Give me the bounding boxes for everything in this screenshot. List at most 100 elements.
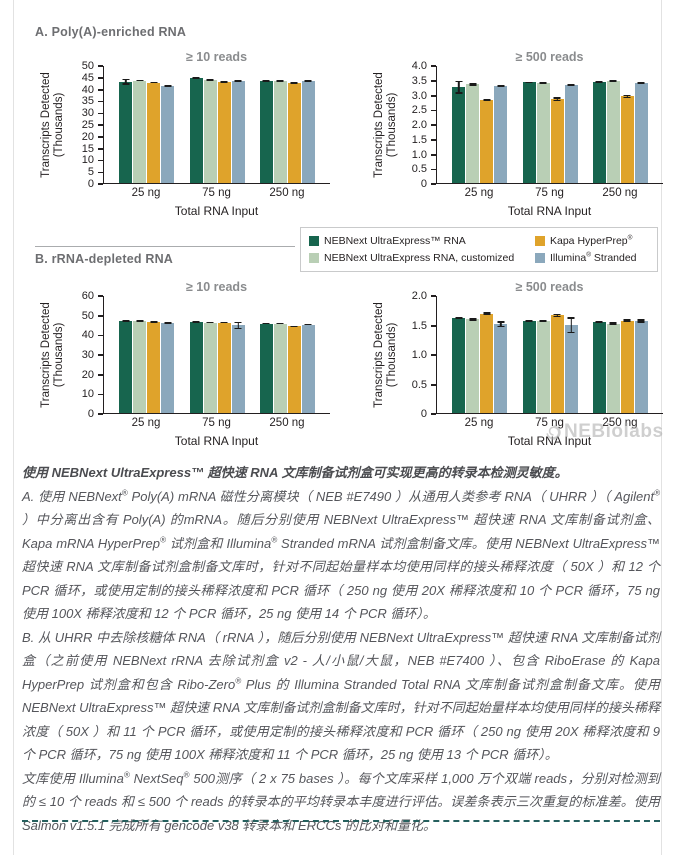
bar (522, 82, 536, 183)
error-bar (150, 81, 158, 84)
x-tick-row: 25 ng 75 ng 250 ng (436, 184, 663, 202)
error-bar (206, 79, 214, 82)
y-tick-mark (98, 183, 103, 185)
y-tick-mark (98, 65, 103, 67)
bar-slot (522, 296, 536, 413)
error-bar (136, 79, 144, 82)
y-tick-label: 1.5 (411, 319, 427, 332)
y-tick-label: 60 (81, 290, 94, 302)
section-b-heading: B. rRNA-depleted RNA (35, 252, 174, 266)
bar (592, 81, 606, 183)
error-bar (122, 319, 130, 322)
x-tick-label: 250 ng (269, 187, 305, 199)
y-tick-mark (98, 112, 103, 115)
y-tick-mark (431, 295, 436, 297)
bar (606, 81, 620, 183)
error-bar (455, 80, 463, 94)
x-axis-title: Total RNA Input (174, 204, 259, 218)
error-bar (595, 80, 603, 83)
bar (273, 323, 287, 413)
error-bar (539, 81, 547, 84)
error-bar (276, 80, 284, 83)
error-bar (262, 80, 270, 83)
y-tick-label: 0 (87, 178, 94, 190)
error-bar (164, 322, 172, 325)
y-tick-mark (98, 295, 103, 297)
y-tick-mark (431, 383, 436, 386)
y-tick-label: 40 (81, 83, 94, 96)
y-tick-mark (431, 183, 436, 185)
bar (133, 80, 147, 183)
bar-slot (592, 66, 606, 183)
y-tick-label: 0.5 (411, 378, 427, 391)
x-tick-label: 25 ng (131, 417, 161, 429)
error-bar (150, 321, 158, 324)
y-axis: 0 5 10 15 20 25 30 35 40 45 50 (71, 60, 103, 190)
bar (466, 84, 480, 183)
y-tick-label: 2.5 (411, 104, 427, 117)
error-bar (595, 320, 603, 323)
neb-spiral-icon (546, 424, 561, 440)
error-bar (469, 82, 477, 86)
bar-group-75-ng (189, 66, 245, 183)
y-tick-mark (98, 413, 103, 415)
y-tick-label: 20 (81, 368, 94, 381)
y-tick-label: 1.5 (411, 133, 427, 146)
error-bar (290, 325, 298, 328)
bar-slot (536, 296, 550, 413)
caption-paragraph-sequencing: 文库使用 Illumina® NextSeq® 500测序（ 2 x 75 ba… (22, 770, 660, 833)
error-bar (525, 81, 533, 84)
y-tick-label: 10 (81, 388, 94, 401)
error-bar (469, 318, 477, 321)
y-tick-label: 2.0 (411, 119, 427, 131)
plot (436, 296, 663, 414)
legend-swatch-dark-green (309, 236, 319, 246)
bar (480, 313, 494, 413)
bar (287, 83, 301, 183)
bar-group-250-ng (259, 296, 315, 413)
chart-title: ≥ 500 reads (515, 50, 584, 64)
y-tick-label: 35 (81, 95, 94, 108)
x-tick-label: 75 ng (535, 187, 564, 199)
bar (466, 319, 480, 413)
bar-slot (287, 66, 301, 183)
bar (620, 320, 634, 413)
bar-slot (133, 296, 147, 413)
chart-plot-area: Transcripts Detected (Thousands) 0 0.5 1.0 1.… (368, 290, 663, 420)
bar-slot (231, 296, 245, 413)
y-tick-mark (98, 124, 103, 126)
bar-slot (634, 296, 648, 413)
y-tick-mark (98, 77, 103, 79)
bar-slot (273, 66, 287, 183)
bar-slot (119, 66, 133, 183)
bar-slot (203, 296, 217, 413)
bar (634, 82, 648, 183)
bar-slot (119, 296, 133, 413)
error-bar (122, 78, 130, 85)
y-tick-mark (431, 413, 436, 415)
chart-title: ≥ 10 reads (185, 280, 248, 294)
y-axis-label-text: Transcripts Detected (Thousands) (40, 302, 65, 408)
bar-slot (259, 296, 273, 413)
bar-slot (147, 66, 161, 183)
y-tick-label: 0 (420, 408, 427, 420)
error-bar (623, 94, 631, 99)
y-tick-mark (431, 65, 436, 67)
neb-watermark: NEBiolabs (545, 421, 664, 443)
bar (287, 326, 301, 413)
y-axis: 0 10 20 30 40 50 60 (71, 290, 103, 420)
chart-polya-500reads: ≥ 500 reads Transcripts Detected (Thousand… (368, 50, 663, 218)
x-tick-row: 25 ng 75 ng 250 ng (103, 414, 330, 432)
bar-slot (466, 66, 480, 183)
y-tick-label: 25 (81, 119, 94, 131)
watermark-text: NEBiolabs (564, 421, 664, 442)
x-tick-row: 25 ng 75 ng 250 ng (103, 184, 330, 202)
bar-slot (452, 296, 466, 413)
caption-paragraph-a: A. 使用 NEBNext® Poly(A) mRNA 磁性分离模块（ NEB … (22, 488, 661, 622)
bar (301, 80, 315, 183)
y-tick-mark (98, 100, 103, 103)
bar-slot (147, 296, 161, 413)
bar (273, 81, 287, 183)
y-tick-mark (98, 315, 103, 317)
bar (564, 325, 578, 413)
